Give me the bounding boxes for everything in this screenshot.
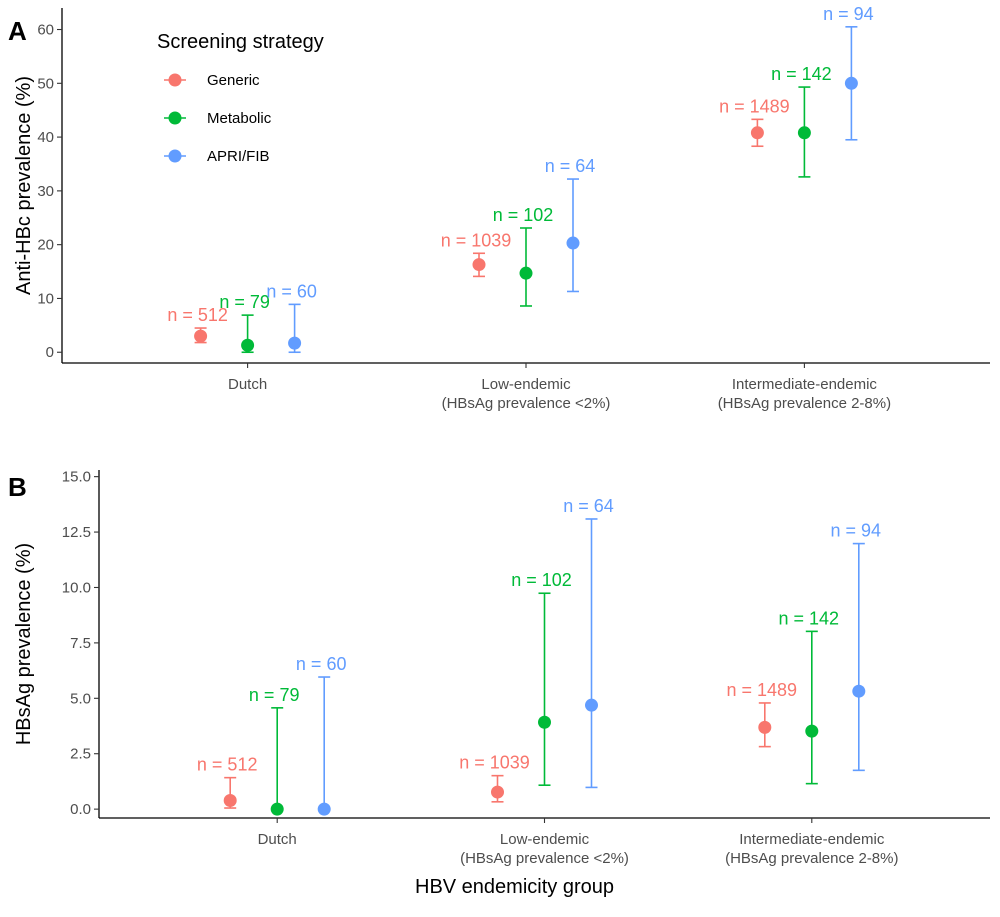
x-tick-label: Low-endemic: [481, 376, 571, 393]
y-tick-label: 5.0: [70, 690, 91, 707]
n-label: n = 64: [545, 156, 596, 176]
y-tick-label: 10: [37, 290, 54, 307]
n-label: n = 79: [219, 292, 270, 312]
y-tick-label: 20: [37, 237, 54, 254]
data-point: [317, 802, 331, 816]
n-label: n = 512: [197, 755, 258, 775]
n-label: n = 102: [493, 205, 554, 225]
legend-label: Generic: [207, 72, 260, 89]
legend-key-point: [168, 111, 182, 125]
y-tick-label: 0.0: [70, 801, 91, 818]
n-label: n = 60: [266, 281, 317, 301]
y-tick-label: 30: [37, 183, 54, 200]
y-tick-label: 60: [37, 22, 54, 39]
y-tick-label: 12.5: [62, 524, 91, 541]
y-tick-label: 50: [37, 75, 54, 92]
legend: Screening strategy Generic Metabolic APRI/F…: [157, 31, 324, 165]
x-tick-label: Dutch: [258, 831, 297, 848]
n-label: n = 142: [779, 608, 840, 628]
x-tick-label: Low-endemic: [500, 831, 590, 848]
n-label: n = 94: [831, 521, 882, 541]
data-point: [241, 338, 255, 352]
data-point: [491, 785, 504, 799]
y-axis-title: HBsAg prevalence (%): [13, 543, 35, 745]
x-tick-label: Dutch: [228, 376, 267, 393]
data-point: [797, 126, 811, 140]
data-point: [270, 802, 284, 816]
n-label: n = 102: [511, 570, 572, 590]
n-label: n = 1039: [459, 753, 530, 773]
legend-label: APRI/FIB: [207, 148, 270, 165]
data-point: [194, 329, 208, 343]
data-point: [472, 258, 486, 272]
x-tick-label: Intermediate-endemic: [732, 376, 878, 393]
n-label: n = 60: [296, 654, 347, 674]
x-axis-title: HBV endemicity group: [415, 876, 614, 898]
n-label: n = 142: [771, 64, 832, 84]
n-label: n = 512: [167, 305, 228, 325]
n-label: n = 1489: [719, 96, 790, 116]
data-point: [805, 724, 819, 738]
x-tick-label: Intermediate-endemic: [739, 831, 885, 848]
y-tick-label: 0: [46, 344, 54, 361]
legend-label: Metabolic: [207, 110, 272, 127]
x-tick-label: (HBsAg prevalence <2%): [442, 395, 611, 412]
n-label: n = 79: [249, 685, 300, 705]
y-tick-label: 7.5: [70, 635, 91, 652]
y-tick-label: 10.0: [62, 579, 91, 596]
data-point: [223, 793, 237, 807]
y-tick-label: 40: [37, 129, 54, 146]
data-point: [844, 76, 858, 90]
data-point: [750, 126, 764, 140]
y-tick-label: 15.0: [62, 469, 91, 486]
y-axis-title: Anti-HBc prevalence (%): [13, 76, 35, 295]
panel-b: B 0.0 2.5 5.0 7.5 10.0 12.5 15.0 Dutch Low-endemi…: [8, 469, 990, 898]
data-point: [566, 236, 580, 250]
y-tick-label: 2.5: [70, 746, 91, 763]
x-tick-label: (HBsAg prevalence 2-8%): [725, 850, 898, 867]
data-point: [538, 715, 551, 729]
legend-title: Screening strategy: [157, 31, 324, 53]
x-tick-label: (HBsAg prevalence <2%): [460, 850, 629, 867]
data-point: [585, 698, 598, 712]
data-point: [288, 336, 302, 350]
n-label: n = 1039: [441, 230, 512, 250]
panel-letter: A: [8, 16, 27, 46]
legend-key-point: [168, 149, 182, 163]
panel-a: A 0 10 20 30 40 50 60 Dutch Low-endemic (HBsAg pre…: [8, 4, 990, 412]
data-point: [852, 684, 866, 698]
data-point: [758, 720, 772, 734]
data-point: [519, 266, 533, 280]
n-label: n = 1489: [727, 680, 798, 700]
x-tick-label: (HBsAg prevalence 2-8%): [718, 395, 891, 412]
n-label: n = 64: [563, 496, 614, 516]
panel-letter: B: [8, 472, 27, 502]
legend-key-point: [168, 73, 182, 87]
n-label: n = 94: [823, 4, 874, 24]
